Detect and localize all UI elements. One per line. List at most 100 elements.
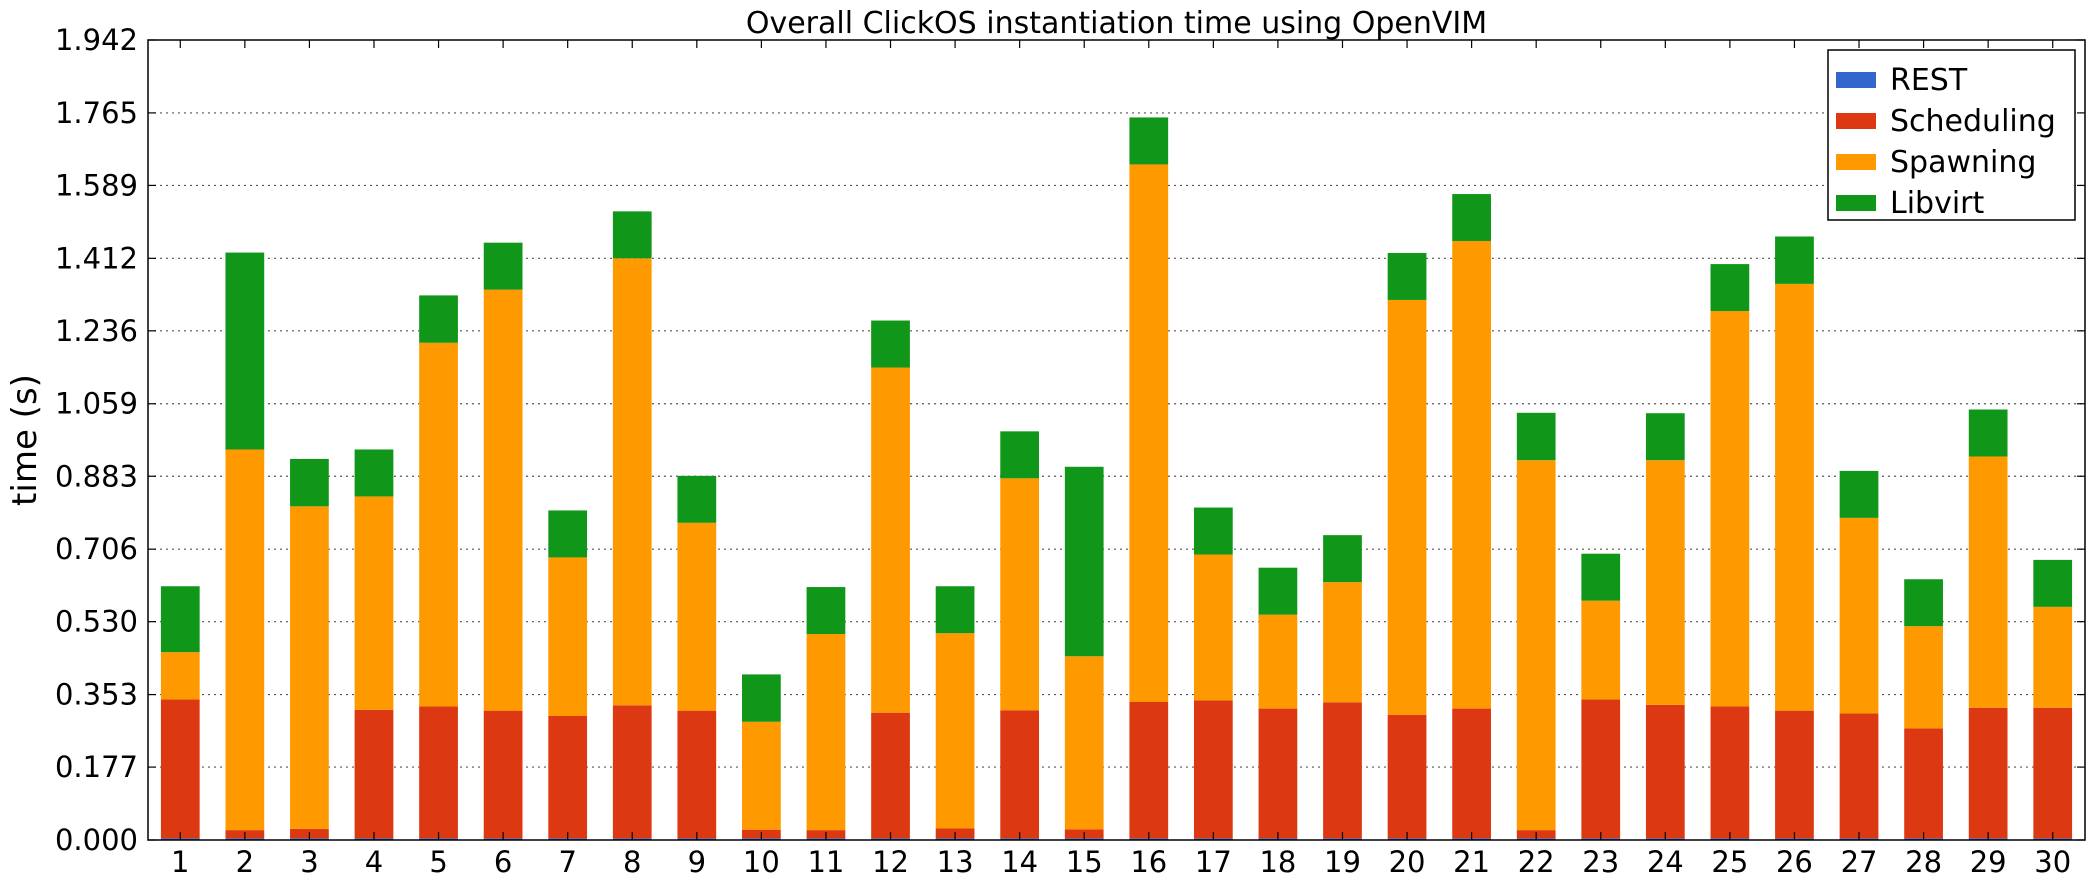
bar-segment-libvirt <box>742 674 781 722</box>
bar-segment-scheduling <box>160 699 200 839</box>
x-tick-label: 12 <box>872 845 909 879</box>
bar-segment-spawning <box>160 652 200 700</box>
bar-segment-libvirt <box>354 449 394 497</box>
bar-segment-libvirt <box>1064 466 1104 657</box>
bar-segment-libvirt <box>1581 553 1621 601</box>
bar-segment-scheduling <box>1129 701 1169 839</box>
x-tick-label: 18 <box>1259 845 1296 879</box>
bar-segment-libvirt <box>160 586 200 653</box>
bar-segment-scheduling <box>871 712 910 839</box>
bar-segment-spawning <box>290 506 329 829</box>
bar-segment-spawning <box>677 522 717 711</box>
bar-segment-libvirt <box>290 458 329 507</box>
bar-segment-spawning <box>1258 614 1298 709</box>
bar-segment-libvirt <box>1775 236 1814 284</box>
bar-segment-libvirt <box>483 242 523 290</box>
x-tick-label: 16 <box>1130 845 1167 879</box>
x-tick-label: 3 <box>300 845 318 879</box>
x-tick-label: 23 <box>1582 845 1619 879</box>
bar-segment-scheduling <box>1193 700 1233 839</box>
bar-segment-libvirt <box>1000 431 1040 479</box>
bar-segment-scheduling <box>1775 710 1814 839</box>
x-tick-label: 5 <box>429 845 447 879</box>
bar-segment-scheduling <box>1323 702 1362 839</box>
bar-segment-scheduling <box>548 716 588 839</box>
bar-segment-scheduling <box>2033 707 2073 839</box>
bar-segment-spawning <box>1452 241 1491 709</box>
y-tick-label: 1.589 <box>55 168 138 202</box>
x-tick-label: 30 <box>2034 845 2071 879</box>
x-tick-label: 19 <box>1324 845 1361 879</box>
bar-segment-libvirt <box>1710 264 1750 312</box>
y-tick-label: 0.000 <box>55 823 138 857</box>
x-tick-label: 20 <box>1389 845 1426 879</box>
bar-segment-scheduling <box>1581 699 1621 839</box>
legend-label-libvirt: Libvirt <box>1890 186 1985 221</box>
y-tick-label: 1.942 <box>55 23 138 57</box>
x-tick-label: 13 <box>937 845 974 879</box>
x-tick-label: 8 <box>623 845 641 879</box>
bar-segment-spawning <box>1710 311 1750 707</box>
bar-segment-spawning <box>548 557 588 717</box>
x-tick-label: 24 <box>1647 845 1684 879</box>
bar-segment-scheduling <box>1000 710 1040 839</box>
y-tick-label: 0.353 <box>55 678 138 712</box>
bar-segment-spawning <box>742 721 781 830</box>
bar-segment-libvirt <box>612 211 652 259</box>
bar-segment-spawning <box>1323 582 1362 703</box>
bar-segment-scheduling <box>1839 713 1879 839</box>
bar-segment-spawning <box>871 367 910 713</box>
x-tick-label: 7 <box>558 845 576 879</box>
y-tick-label: 0.706 <box>55 532 138 566</box>
bar-segment-libvirt <box>1645 413 1685 461</box>
x-tick-label: 1 <box>171 845 189 879</box>
bar-segment-libvirt <box>935 586 975 634</box>
bar-segment-libvirt <box>1839 470 1879 518</box>
x-tick-label: 28 <box>1905 845 1942 879</box>
x-tick-label: 6 <box>494 845 512 879</box>
legend-label-rest: REST <box>1890 63 1968 98</box>
bar-segment-spawning <box>225 449 265 831</box>
legend-label-scheduling: Scheduling <box>1890 104 2056 139</box>
bar-segment-scheduling <box>1452 708 1491 839</box>
bar-segment-scheduling <box>612 705 652 839</box>
x-tick-label: 27 <box>1841 845 1878 879</box>
bar-segment-spawning <box>806 634 846 831</box>
bar-segment-spawning <box>2033 606 2073 708</box>
x-tick-label: 25 <box>1711 845 1748 879</box>
bar-segment-libvirt <box>1904 579 1943 627</box>
bar-segment-spawning <box>1387 299 1427 715</box>
bar-segment-scheduling <box>1968 707 2008 839</box>
bar-segment-scheduling <box>1904 728 1943 839</box>
bar-segment-libvirt <box>1323 535 1362 583</box>
bar-segment-libvirt <box>1387 252 1427 300</box>
y-axis-label: time (s) <box>5 374 45 506</box>
plot-frame <box>147 39 2086 841</box>
bar-segment-scheduling <box>1258 708 1298 839</box>
legend-label-spawning: Spawning <box>1890 145 2036 180</box>
grid-layer <box>148 112 2085 768</box>
bar-segment-spawning <box>354 496 394 710</box>
legend-swatch-spawning <box>1836 154 1876 170</box>
bar-segment-spawning <box>1193 554 1233 701</box>
bar-segment-libvirt <box>1516 412 1556 461</box>
x-tick-label: 22 <box>1518 845 1555 879</box>
bar-segment-libvirt <box>2033 559 2073 607</box>
x-tick-label: 15 <box>1066 845 1103 879</box>
y-tick-label: 1.412 <box>55 241 138 275</box>
bar-segment-libvirt <box>548 510 588 558</box>
x-tick-label: 26 <box>1776 845 1813 879</box>
bar-segment-spawning <box>483 289 523 711</box>
bar-segment-spawning <box>935 633 975 829</box>
legend: REST Scheduling Spawning Libvirt <box>1827 49 2076 221</box>
bar-segment-scheduling <box>677 710 717 839</box>
bar-segment-libvirt <box>871 320 910 368</box>
bar-segment-spawning <box>1968 456 2008 708</box>
bar-segment-spawning <box>1775 283 1814 711</box>
bar-segment-libvirt <box>1193 507 1233 555</box>
bar-segment-scheduling <box>1710 706 1750 839</box>
y-tick-label: 1.765 <box>55 96 138 130</box>
bar-segment-spawning <box>1064 656 1104 830</box>
bar-segment-libvirt <box>225 252 265 450</box>
